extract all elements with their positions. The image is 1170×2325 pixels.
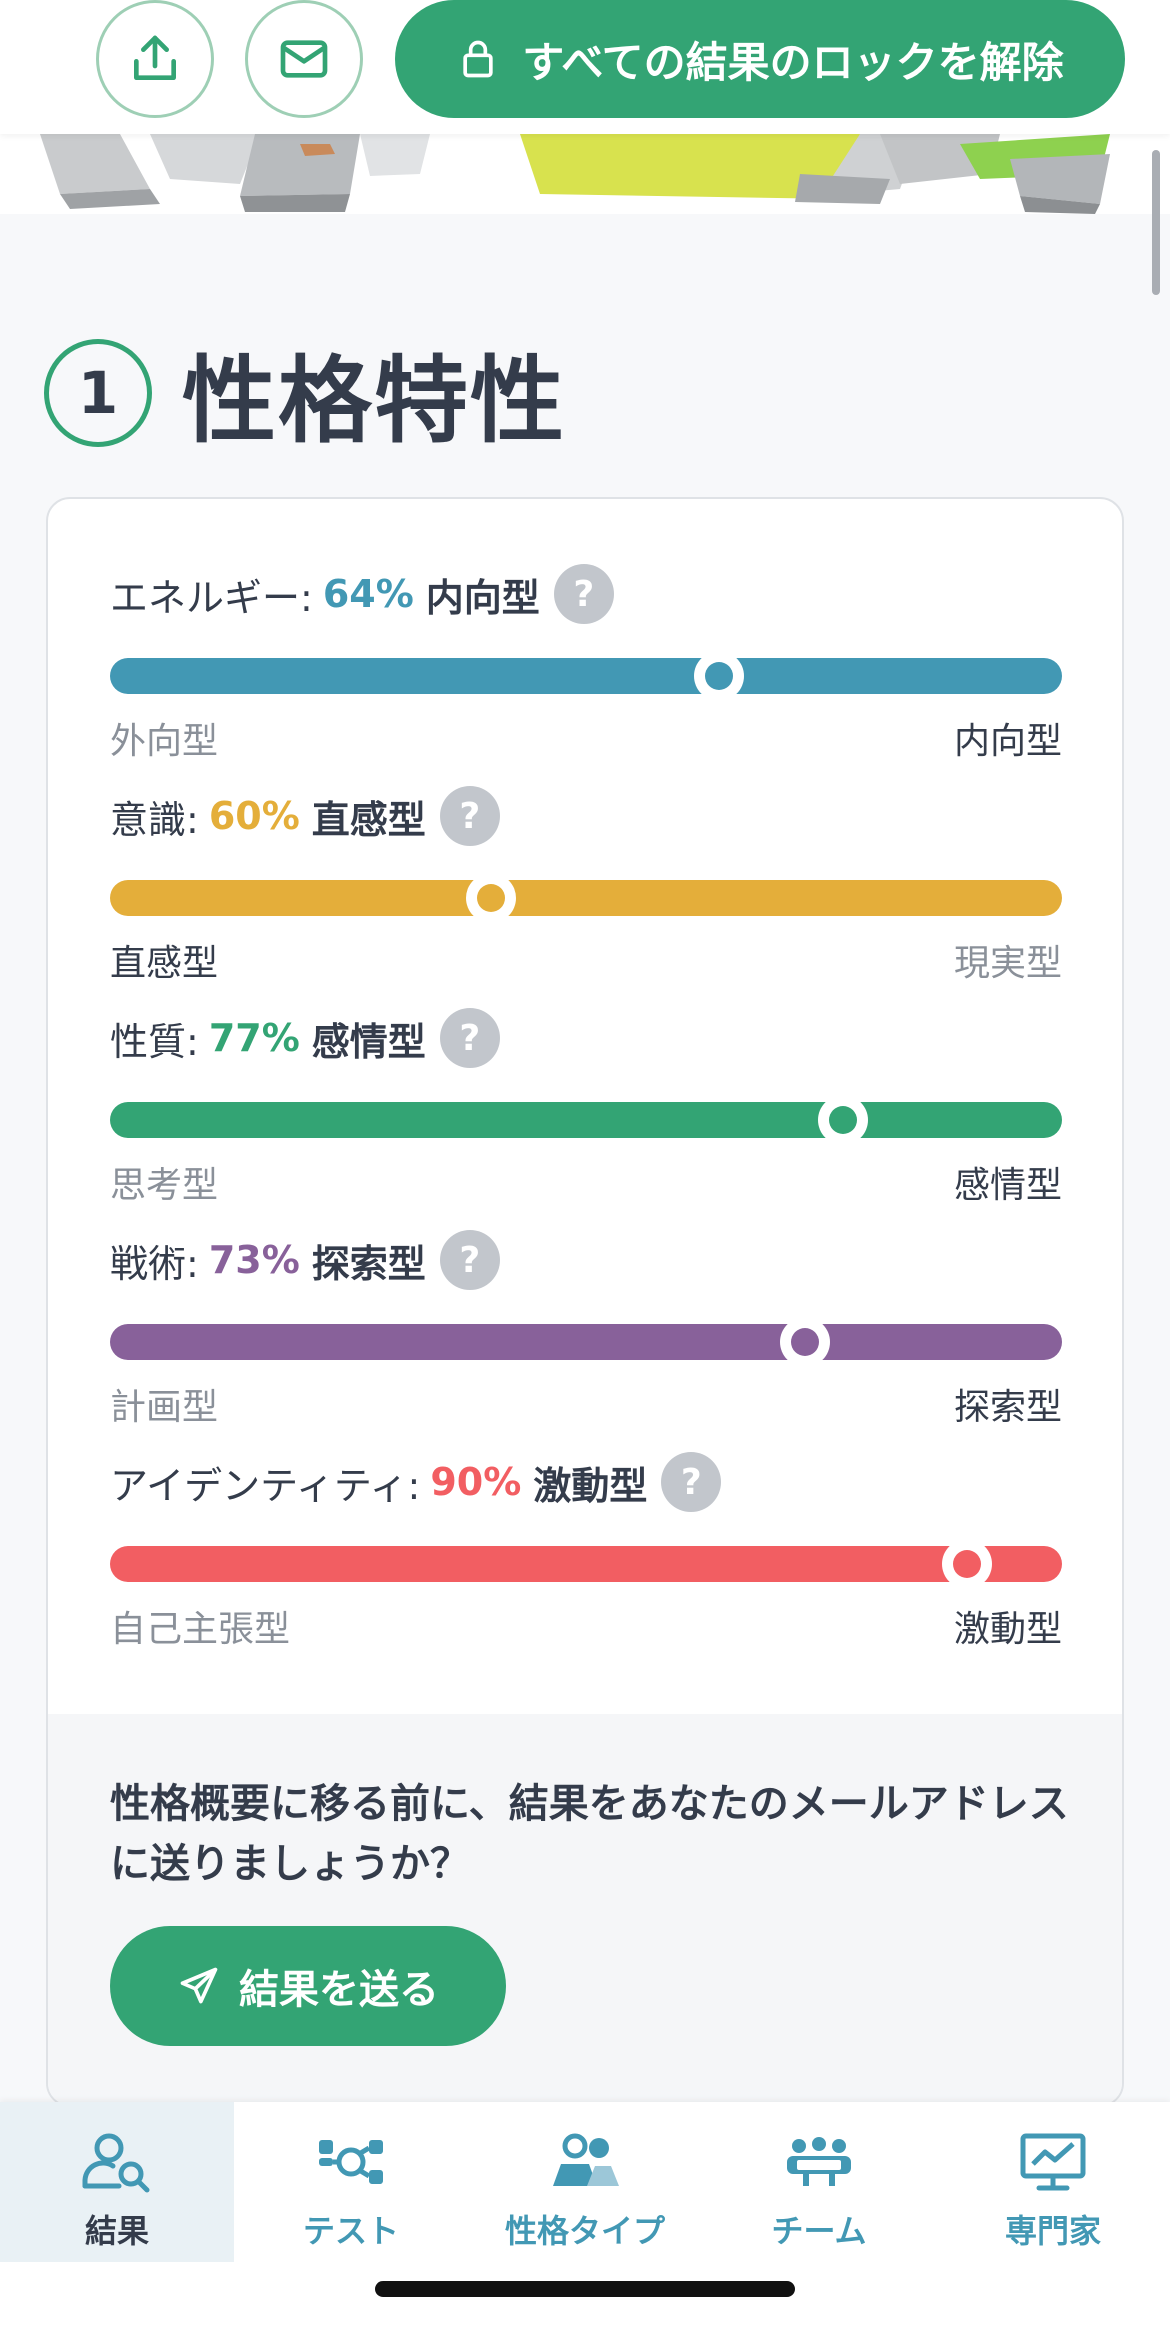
top-action-bar: すべての結果のロックを解除 — [0, 0, 1170, 134]
right-pole-label: 現実型 — [953, 943, 1062, 984]
right-pole-label: 探索型 — [953, 1387, 1062, 1428]
trait-category: エネルギー: — [110, 575, 313, 620]
trait-category: 戦術: — [110, 1241, 199, 1286]
trait-percent: 60% — [208, 794, 300, 838]
trait-tactics: 戦術: 73% 探索型 ? 計画型 探索型 — [110, 1230, 1062, 1430]
trait-marker — [465, 873, 516, 923]
results-icon — [82, 2133, 150, 2193]
trait-category: 性質: — [110, 1019, 199, 1064]
personality-types-icon — [553, 2133, 619, 2186]
help-icon[interactable]: ? — [661, 1452, 722, 1512]
left-pole-label: 直感型 — [110, 943, 219, 984]
nav-item-personality-types[interactable]: 性格タイプ — [468, 2102, 702, 2262]
traits-card: エネルギー: 64% 内向型 ? 外向型 内向型 意識: 60% 直感型 ? 直… — [46, 497, 1124, 2107]
help-icon[interactable]: ? — [439, 786, 500, 846]
send-results-button[interactable]: 結果を送る — [110, 1926, 506, 2046]
scrollbar[interactable] — [1152, 150, 1160, 295]
nav-item-professional[interactable]: 専門家 — [936, 2102, 1170, 2262]
nav-item-teams[interactable]: チーム — [702, 2102, 936, 2262]
test-icon — [319, 2140, 383, 2184]
trait-marker — [941, 1539, 992, 1589]
section-header: 1 性格特性 — [44, 325, 566, 461]
trait-mind: 意識: 60% 直感型 ? 直感型 現実型 — [110, 786, 1062, 986]
trait-marker — [818, 1095, 869, 1145]
trait-marker — [694, 651, 745, 701]
nav-item-test[interactable]: テスト — [234, 2102, 468, 2262]
help-icon[interactable]: ? — [439, 1008, 500, 1068]
trait-percent: 73% — [208, 1238, 300, 1282]
left-pole-label: 自己主張型 — [110, 1609, 291, 1650]
send-icon — [180, 1967, 218, 2004]
trait-type: 激動型 — [533, 1463, 648, 1508]
nav-label: 結果 — [84, 2212, 149, 2250]
mail-icon — [280, 40, 328, 78]
trait-type: 内向型 — [425, 575, 540, 620]
left-pole-label: 計画型 — [110, 1387, 219, 1428]
trait-bar — [110, 1317, 1062, 1367]
trait-percent: 90% — [430, 1460, 522, 1504]
professional-icon — [1020, 2133, 1086, 2191]
section-title: 性格特性 — [182, 347, 567, 456]
share-icon — [134, 35, 177, 80]
share-button[interactable] — [96, 0, 214, 118]
trait-bar — [110, 1095, 1062, 1145]
trait-type: 探索型 — [311, 1241, 426, 1286]
trait-bar — [110, 873, 1062, 923]
trait-category: 意識: — [110, 797, 199, 842]
help-icon[interactable]: ? — [439, 1230, 500, 1290]
trait-type: 直感型 — [311, 797, 426, 842]
right-pole-label: 感情型 — [953, 1165, 1062, 1206]
trait-nature: 性質: 77% 感情型 ? 思考型 感情型 — [110, 1008, 1062, 1208]
email-button[interactable] — [245, 0, 363, 118]
trait-energy: エネルギー: 64% 内向型 ? 外向型 内向型 — [110, 564, 1062, 764]
home-indicator — [375, 2281, 795, 2297]
left-pole-label: 外向型 — [110, 721, 219, 762]
left-pole-label: 思考型 — [110, 1165, 219, 1206]
nav-label: チーム — [771, 2212, 867, 2250]
nav-label: テスト — [302, 2212, 399, 2250]
trait-bar — [110, 651, 1062, 701]
nav-label: 専門家 — [1004, 2212, 1101, 2250]
right-pole-label: 内向型 — [953, 721, 1062, 762]
section-number: 1 — [44, 339, 152, 447]
trait-percent: 77% — [208, 1016, 300, 1060]
hero-illustration — [0, 134, 1170, 214]
trait-identity: アイデンティティ: 90% 激動型 ? 自己主張型 激動型 — [110, 1452, 1062, 1652]
email-results-prompt: 性格概要に移る前に、結果をあなたのメールアドレスに送りましょうか？ 結果を送る — [48, 1714, 1122, 2105]
send-results-label: 結果を送る — [239, 1967, 439, 2013]
teams-icon — [787, 2137, 851, 2186]
lock-icon — [463, 40, 493, 78]
right-pole-label: 激動型 — [953, 1609, 1062, 1650]
trait-marker — [779, 1317, 830, 1367]
trait-category: アイデンティティ: — [110, 1463, 421, 1508]
trait-percent: 64% — [322, 572, 414, 616]
unlock-all-results-button[interactable]: すべての結果のロックを解除 — [395, 0, 1125, 118]
cta-text: 性格概要に移る前に、結果をあなたのメールアドレスに送りましょうか？ — [110, 1781, 1069, 1887]
unlock-label: すべての結果のロックを解除 — [522, 37, 1064, 87]
nav-label: 性格タイプ — [504, 2212, 665, 2250]
nav-item-results[interactable]: 結果 — [0, 2102, 234, 2262]
trait-type: 感情型 — [311, 1019, 426, 1064]
bottom-navigation: 結果 テスト 性格タイプ — [0, 2102, 1170, 2325]
help-icon[interactable]: ? — [553, 564, 614, 624]
trait-bar — [110, 1539, 1062, 1589]
